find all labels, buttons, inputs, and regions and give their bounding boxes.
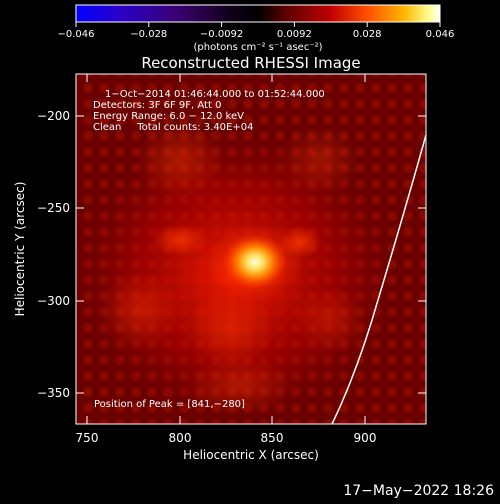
colorbar-gradient xyxy=(75,4,441,23)
y-tick-minus300: −300 xyxy=(37,294,70,308)
flare-peak xyxy=(223,234,287,290)
colorbar-tick-4: 0.028 xyxy=(353,29,382,40)
info-line-energy: Energy Range: 6.0 − 12.0 keV xyxy=(93,111,244,122)
colorbar-tick-2: −0.0092 xyxy=(200,29,243,40)
plot-title: Reconstructed RHESSI Image xyxy=(141,54,360,72)
x-axis-ticks xyxy=(86,74,366,424)
plot-frame xyxy=(75,73,427,425)
y-tick-minus200: −200 xyxy=(37,109,70,123)
y-axis-label: Heliocentric Y (arcsec) xyxy=(13,182,27,317)
info-line-counts: Clean Total counts: 3.40E+04 xyxy=(93,122,253,133)
info-block: 1−Oct−2014 01:46:44.000 to 01:52:44.000 … xyxy=(93,89,325,133)
info-line-detectors: Detectors: 3F 6F 9F, Att 0 xyxy=(93,100,221,111)
x-tick-850: 850 xyxy=(261,431,284,445)
x-tick-900: 900 xyxy=(354,431,377,445)
x-tick-750: 750 xyxy=(76,431,99,445)
solar-image xyxy=(76,74,426,424)
colorbar-tick-0: −0.046 xyxy=(57,29,94,40)
solar-limb xyxy=(331,134,426,424)
colorbar-tick-5: 0.046 xyxy=(426,29,455,40)
x-axis-label: Heliocentric X (arcsec) xyxy=(183,448,319,462)
colorbar-unit-label: (photons cm⁻² s⁻¹ asec⁻²) xyxy=(193,42,322,53)
footer-timestamp: 17−May−2022 18:26 xyxy=(343,483,494,499)
peak-position-label: Position of Peak = [841,−280] xyxy=(94,399,245,410)
y-tick-minus250: −250 xyxy=(37,201,70,215)
colorbar-tick-1: −0.028 xyxy=(130,29,167,40)
colorbar: −0.046 −0.028 −0.0092 0.0092 0.028 0.046… xyxy=(57,4,455,53)
info-line-time: 1−Oct−2014 01:46:44.000 to 01:52:44.000 xyxy=(105,89,325,100)
y-tick-minus350: −350 xyxy=(37,386,70,400)
y-axis-ticks xyxy=(76,115,426,394)
colorbar-tick-3: 0.0092 xyxy=(277,29,312,40)
x-tick-800: 800 xyxy=(169,431,192,445)
